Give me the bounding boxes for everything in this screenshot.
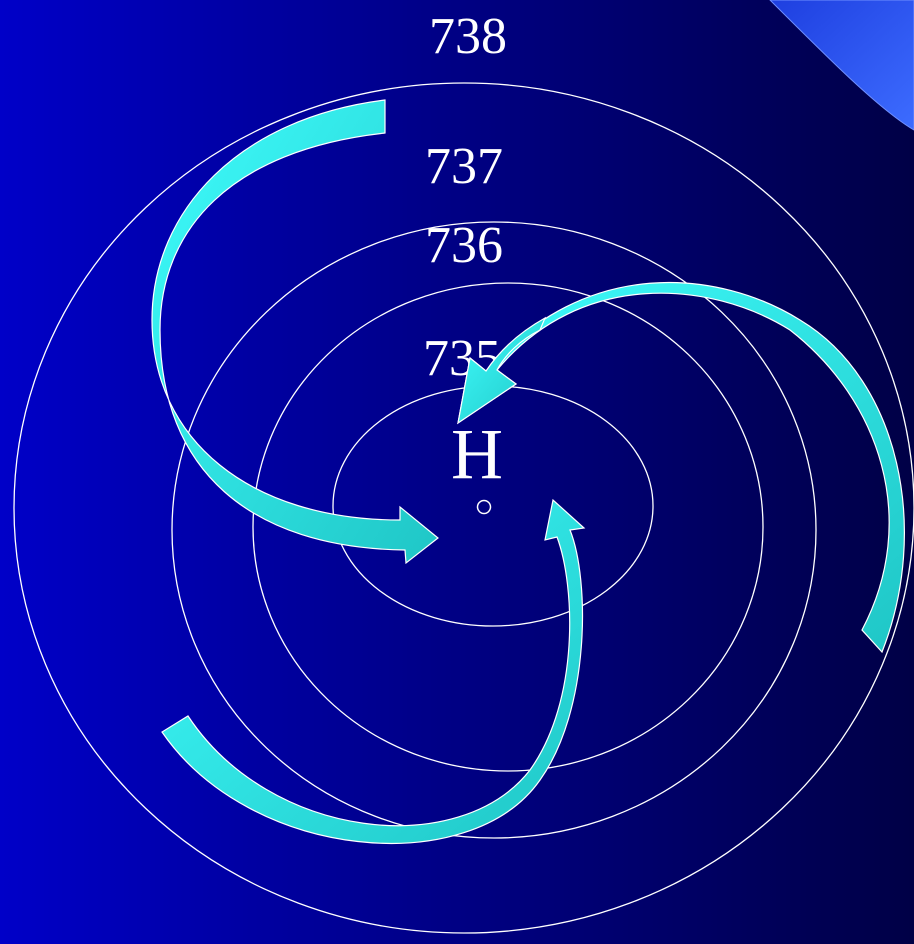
high-pressure-label: H: [451, 414, 503, 494]
center-point-marker: [476, 499, 492, 515]
corner-curl-decoration: [769, 0, 914, 131]
isobar-label-738: 738: [429, 8, 507, 65]
wind-arrow-top-left: [151, 99, 439, 565]
isobar-ring-736: [252, 282, 764, 772]
wind-arrow-top-right-overlay: [457, 316, 547, 425]
isobar-label-737: 737: [425, 138, 503, 195]
wind-arrow-bottom: [161, 498, 586, 844]
isobar-label-736: 736: [425, 217, 503, 274]
isobar-ring-738: [13, 82, 914, 934]
isobar-ring-737: [171, 221, 817, 839]
